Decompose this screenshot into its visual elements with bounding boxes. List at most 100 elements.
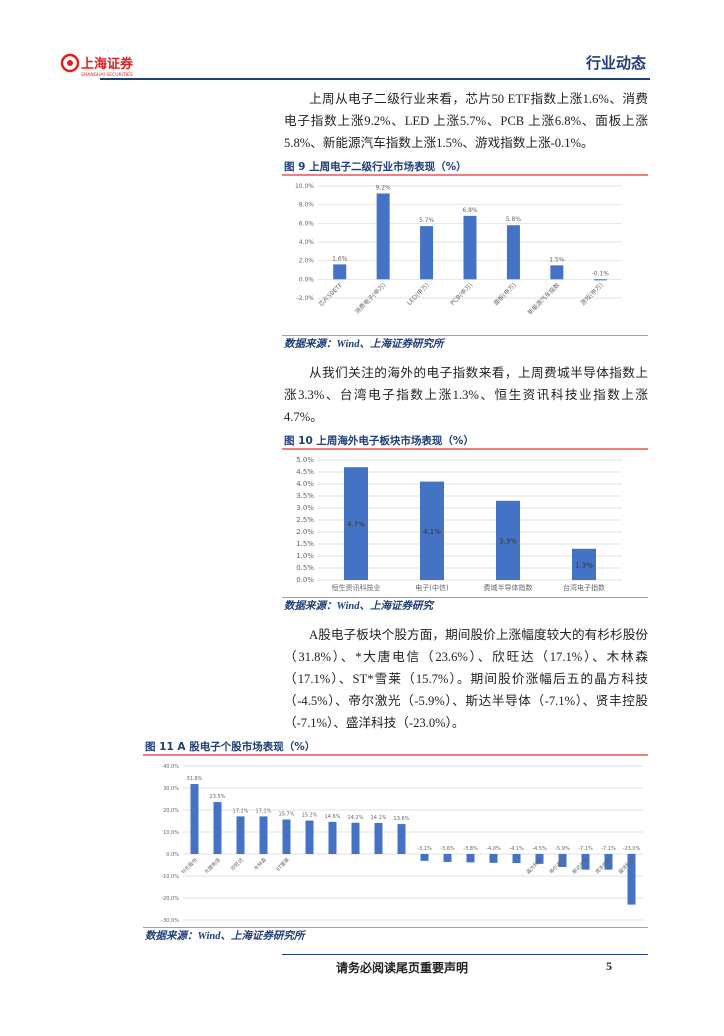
x-tick-label: 面板(申万) [492,281,518,307]
bar [496,500,520,580]
data-label: 9.2% [376,184,392,191]
x-tick-label: 芯片50ETF [317,280,345,308]
y-tick-label: 0.0% [299,276,315,283]
x-tick-label: 恒生资讯科技业 [332,583,381,592]
section-paragraph-3: A股电子板块个股方面，期间股价上涨幅度较大的有杉杉股份（31.8%）、*大唐电信… [282,624,648,740]
data-label: 1.6% [332,255,348,262]
y-tick-label: 8.0% [299,201,315,208]
section-figure-10: 从我们关注的海外的电子指数来看，上周费城半导体指数上涨3.3%、台湾电子指数上涨… [282,362,648,624]
data-label: -3.8% [463,846,478,852]
x-tick-label: ST雪莱 [274,856,290,872]
figure-11-title: 图 11 A 股电子个股市场表现（%） [145,741,316,753]
data-label: -23.0% [623,846,641,852]
figure-11-source: 数据来源：Wind、上海证券研究所 [145,931,305,942]
data-label: 15.2% [302,812,318,818]
data-label: 17.1% [256,808,272,814]
paragraph-2: 从我们关注的海外的电子指数来看，上周费城半导体指数上涨3.3%、台湾电子指数上涨… [284,366,648,424]
footer: 请务必阅读尾页重要声明 5 [282,954,648,1036]
data-label: 14.1% [371,814,387,820]
divider [143,754,648,756]
header-divider [100,78,650,80]
y-tick-label: 2.0% [296,528,314,536]
divider [282,334,648,336]
bar [558,853,567,867]
y-tick-label: 0.0% [296,576,314,584]
bar [420,481,444,580]
bar [550,264,564,279]
bar [463,215,477,279]
bar [581,853,590,870]
x-tick-label: 杉杉股份 [180,856,199,875]
paragraph-1: 上周从电子二级行业来看，芯片50 ETF指数上涨1.6%、消费电子指数上涨9.2… [284,92,648,150]
figure-9-source: 数据来源：Wind、上海证券研究所 [284,339,444,350]
y-tick-label: 0.0% [166,852,179,858]
data-label: -4.1% [509,846,524,852]
bar [374,822,383,854]
y-tick-label: 30.0% [163,786,179,792]
section-figure-9: 上周从电子二级行业来看，芯片50 ETF指数上涨1.6%、消费电子指数上涨9.2… [282,88,648,362]
figure-9-title: 图 9 上周电子二级行业市场表现（%） [284,161,467,173]
data-label: 17.1% [233,808,249,814]
bar [420,225,434,279]
bar [535,853,544,864]
bar [282,818,291,854]
x-tick-label: 大唐电信 [203,856,222,875]
y-tick-label: -2.0% [297,295,315,302]
data-label: 14.2% [348,814,364,820]
bar [351,822,360,854]
bar [627,853,636,905]
y-tick-label: 4.0% [296,480,314,488]
y-tick-label: 0.5% [296,564,314,572]
chart-figure-10: 0.0% 0.5% 1.0% 1.5% 2.0% 2.5% 3.0% 3.5% 4.0% 4.5%… [296,456,622,592]
x-tick-label: 电子(中信) [415,583,449,592]
data-label: -4.5% [532,846,547,852]
bar [466,853,475,862]
bar [512,853,521,863]
paragraph-3: A股电子板块个股方面，期间股价上涨幅度较大的有杉杉股份（31.8%）、*大唐电信… [284,628,648,730]
data-label: 13.6% [394,816,410,822]
bar [593,278,607,280]
y-tick-label: 1.5% [296,540,314,548]
y-tick-label: -20.0% [161,896,179,902]
data-label: 14.6% [325,813,341,819]
data-label: -5.9% [555,846,570,852]
figure-10-title: 图 10 上周海外电子板块市场表现（%） [284,435,474,447]
bar [420,853,429,861]
y-tick-label: 5.0% [296,456,314,464]
y-tick-label: 1.0% [296,552,314,560]
bar [443,853,452,862]
data-label: -7.1% [601,846,616,852]
data-label: 6.8% [462,206,478,213]
page-number: 5 [606,959,612,973]
data-label: 31.8% [187,776,203,782]
bar [506,224,520,279]
bar [305,820,314,854]
divider [282,174,648,176]
divider [143,926,648,928]
x-tick-label: 木林森 [252,856,268,872]
data-label: 23.5% [210,794,226,800]
y-tick-label: 3.0% [296,504,314,512]
y-tick-label: 2.5% [296,516,314,524]
y-tick-label: -10.0% [161,874,179,880]
bar [572,548,596,580]
data-label: 5.8% [506,216,522,223]
data-label: -3.6% [440,846,455,852]
x-tick-label: 新能源汽车指数 [526,281,561,316]
chart-figure-9: -2.0% 0.0% 2.0% 4.0% 6.0% 8.0% 10.0% 1.6% 芯片50ET… [295,183,622,316]
footer-disclaimer: 请务必阅读尾页重要声明 [335,961,468,975]
bar [328,821,337,854]
x-tick-label: 晶方科技 [525,856,544,875]
data-label: 1.3% [575,561,593,569]
y-tick-label: 20.0% [163,808,179,814]
bar [213,801,222,854]
y-tick-label: 10.0% [295,183,314,190]
y-tick-label: -30.0% [161,918,179,924]
bar [344,466,368,580]
x-tick-label: PCB(申万) [449,281,475,307]
divider [282,596,648,598]
bar [190,783,199,854]
bar [236,815,245,854]
company-logo: 上海证券 SHANGHAI SECURITIES [60,53,134,78]
